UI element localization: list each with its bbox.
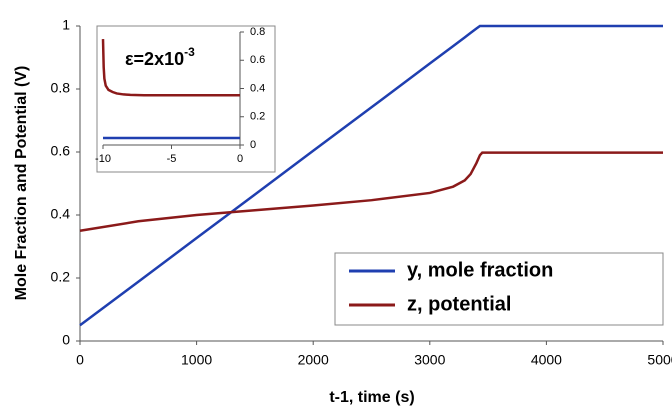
- y-tick-label: 0.2: [51, 269, 71, 285]
- x-tick-label: 3000: [414, 352, 445, 368]
- legend-label: z, potential: [407, 293, 511, 315]
- x-tick-label: 4000: [531, 352, 562, 368]
- y-tick-label: 0.8: [51, 80, 71, 96]
- data-line: [79, 24, 663, 327]
- y-tick-label: 0: [250, 139, 256, 151]
- annotation-exponent: -3: [184, 45, 195, 59]
- y-tick-label: 0: [62, 332, 70, 348]
- x-tick-label: 0: [237, 153, 243, 165]
- legend-box: [334, 252, 664, 326]
- y-tick-label: 0.6: [51, 143, 71, 159]
- x-tick-label: -5: [167, 153, 177, 165]
- annotation: ε=2x10-3: [125, 45, 195, 69]
- data-line: [79, 151, 663, 232]
- y-tick-label: 0.8: [250, 26, 265, 38]
- y-tick-label: 0.2: [250, 111, 265, 123]
- y-tick-label: 0.6: [250, 54, 265, 66]
- x-tick-label: 1000: [181, 352, 212, 368]
- legend-label: y, mole fraction: [407, 259, 553, 281]
- y-tick-label: 0.4: [250, 82, 265, 94]
- y-tick-label: 1: [62, 17, 70, 33]
- y-axis-title: Mole Fraction and Potential (V): [13, 66, 30, 301]
- x-tick-label: 0: [76, 352, 84, 368]
- data-line: [101, 39, 240, 97]
- annotation-base: ε=2x10: [125, 49, 184, 69]
- y-tick-label: 0.4: [51, 206, 71, 222]
- x-tick-label: 2000: [298, 352, 329, 368]
- x-tick-label: -10: [95, 153, 111, 165]
- x-axis-title: t-1, time (s): [329, 389, 414, 406]
- inset-frame: [96, 25, 276, 173]
